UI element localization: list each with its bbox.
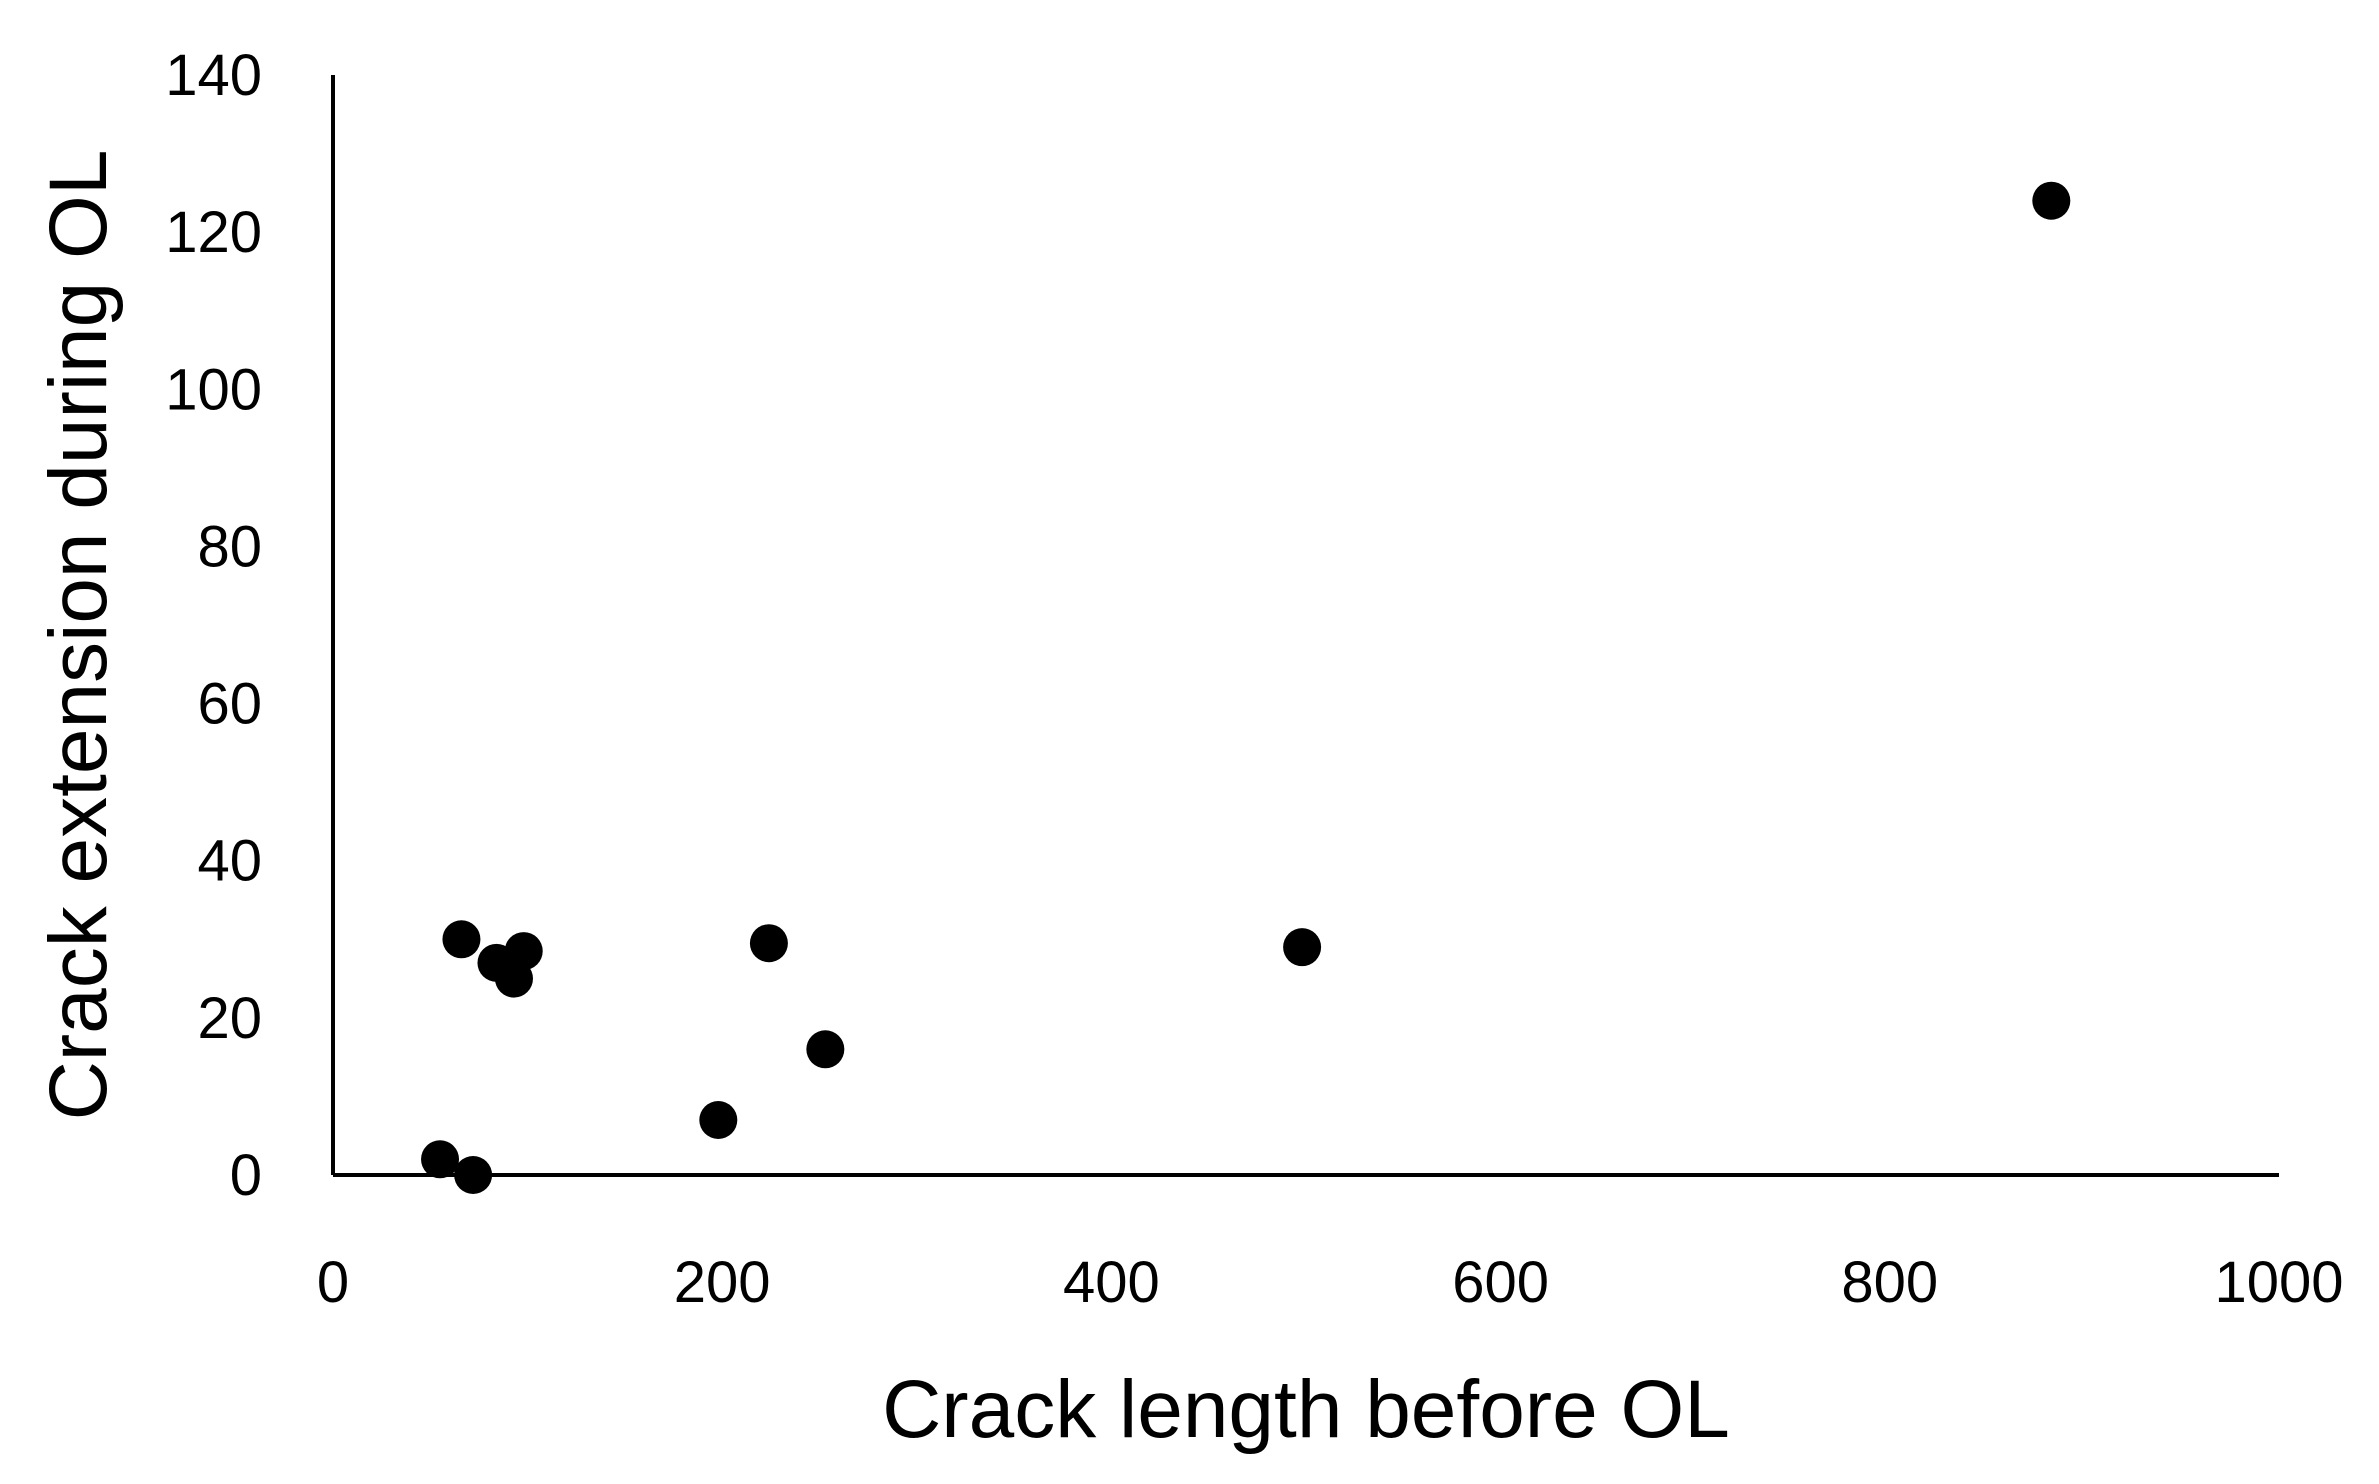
data-point	[749, 924, 788, 963]
x-tick-label: 600	[1452, 1250, 1549, 1315]
y-tick-label: 140	[165, 43, 262, 108]
data-point	[2032, 181, 2071, 220]
x-axis-title: Crack length before OL	[882, 1364, 1730, 1455]
y-tick-label: 80	[197, 514, 262, 579]
y-axis-title: Crack extension during OL	[33, 150, 124, 1121]
data-point	[442, 920, 481, 959]
x-tick-labels: 0 200 400 600 800 1000	[317, 1250, 2344, 1315]
data-point	[806, 1030, 845, 1069]
y-tick-label: 100	[165, 357, 262, 422]
x-tick-label: 400	[1063, 1250, 1160, 1315]
y-tick-label: 120	[165, 200, 262, 265]
x-tick-label: 1000	[2214, 1250, 2343, 1315]
data-point	[454, 1156, 493, 1194]
y-tick-label: 60	[197, 672, 262, 737]
x-tick-label: 200	[674, 1250, 771, 1315]
y-tick-label: 20	[197, 986, 262, 1051]
data-point	[504, 932, 543, 971]
data-point	[1283, 928, 1322, 967]
x-tick-label: 800	[1841, 1250, 1938, 1315]
data-points	[421, 181, 2071, 1194]
y-tick-label: 0	[230, 1143, 262, 1208]
data-point	[421, 1140, 460, 1179]
y-tick-labels: 0 20 40 60 80 100 120 140	[165, 43, 262, 1208]
x-tick-label: 0	[317, 1250, 349, 1315]
data-point	[699, 1101, 738, 1139]
y-tick-label: 40	[197, 829, 262, 894]
